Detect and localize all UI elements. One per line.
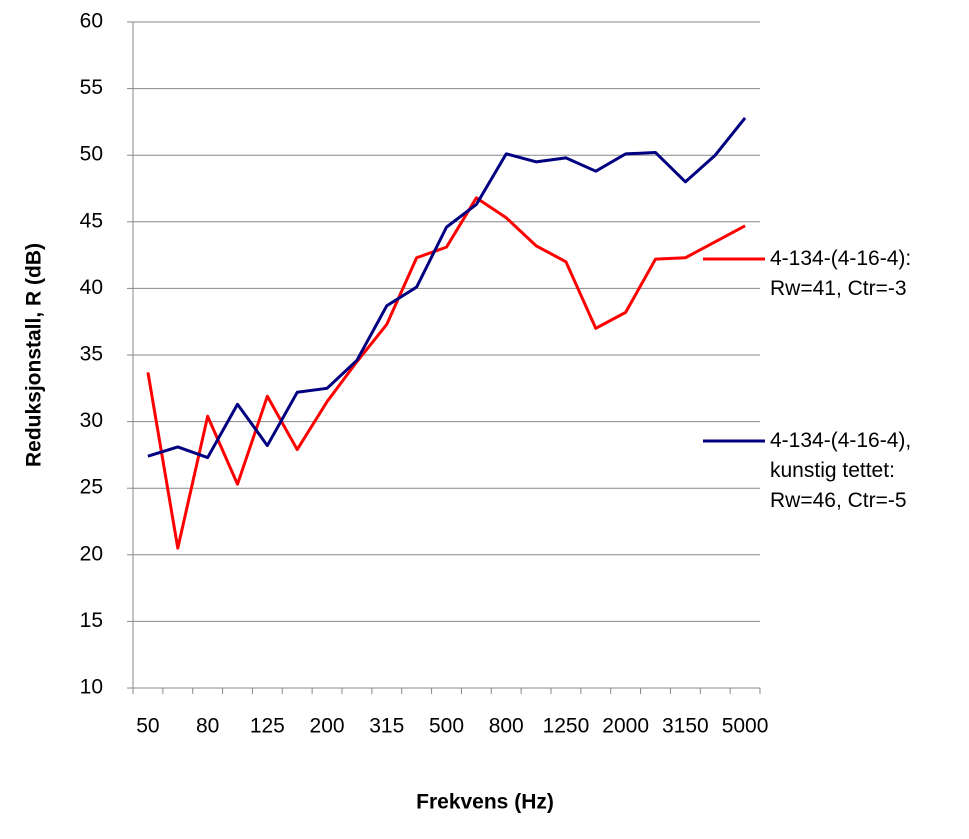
x-tick-label: 1250 <box>543 715 590 738</box>
y-tick-label: 45 <box>80 209 103 232</box>
legend-label: 4-134-(4-16-4): Rw=41, Ctr=-3 <box>770 247 912 300</box>
y-axis-title: Reduksjonstall, R (dB) <box>23 243 46 467</box>
y-tick-label: 25 <box>80 476 103 499</box>
legend-label: 4-134-(4-16-4), kunstig tettet: Rw=46, C… <box>770 429 912 512</box>
y-tick-label: 60 <box>80 10 103 33</box>
y-tick-label: 35 <box>80 343 103 366</box>
y-tick-label: 30 <box>80 409 103 432</box>
y-tick-label: 50 <box>80 143 103 166</box>
x-tick-label: 50 <box>136 715 159 738</box>
x-tick-label: 5000 <box>722 715 769 738</box>
y-tick-label: 10 <box>80 676 103 699</box>
x-tick-label: 3150 <box>662 715 709 738</box>
x-tick-label: 200 <box>310 715 345 738</box>
x-axis-title: Frekvens (Hz) <box>416 791 554 814</box>
x-tick-label: 125 <box>250 715 285 738</box>
x-tick-label: 2000 <box>602 715 649 738</box>
x-tick-label: 800 <box>489 715 524 738</box>
x-tick-label: 500 <box>429 715 464 738</box>
x-tick-label: 80 <box>196 715 219 738</box>
series-line <box>147 116 747 460</box>
series-line <box>146 196 746 550</box>
y-tick-label: 55 <box>80 76 103 99</box>
x-tick-label: 315 <box>369 715 404 738</box>
y-tick-label: 15 <box>80 609 103 632</box>
y-tick-label: 20 <box>80 542 103 565</box>
y-tick-label: 40 <box>80 276 103 299</box>
